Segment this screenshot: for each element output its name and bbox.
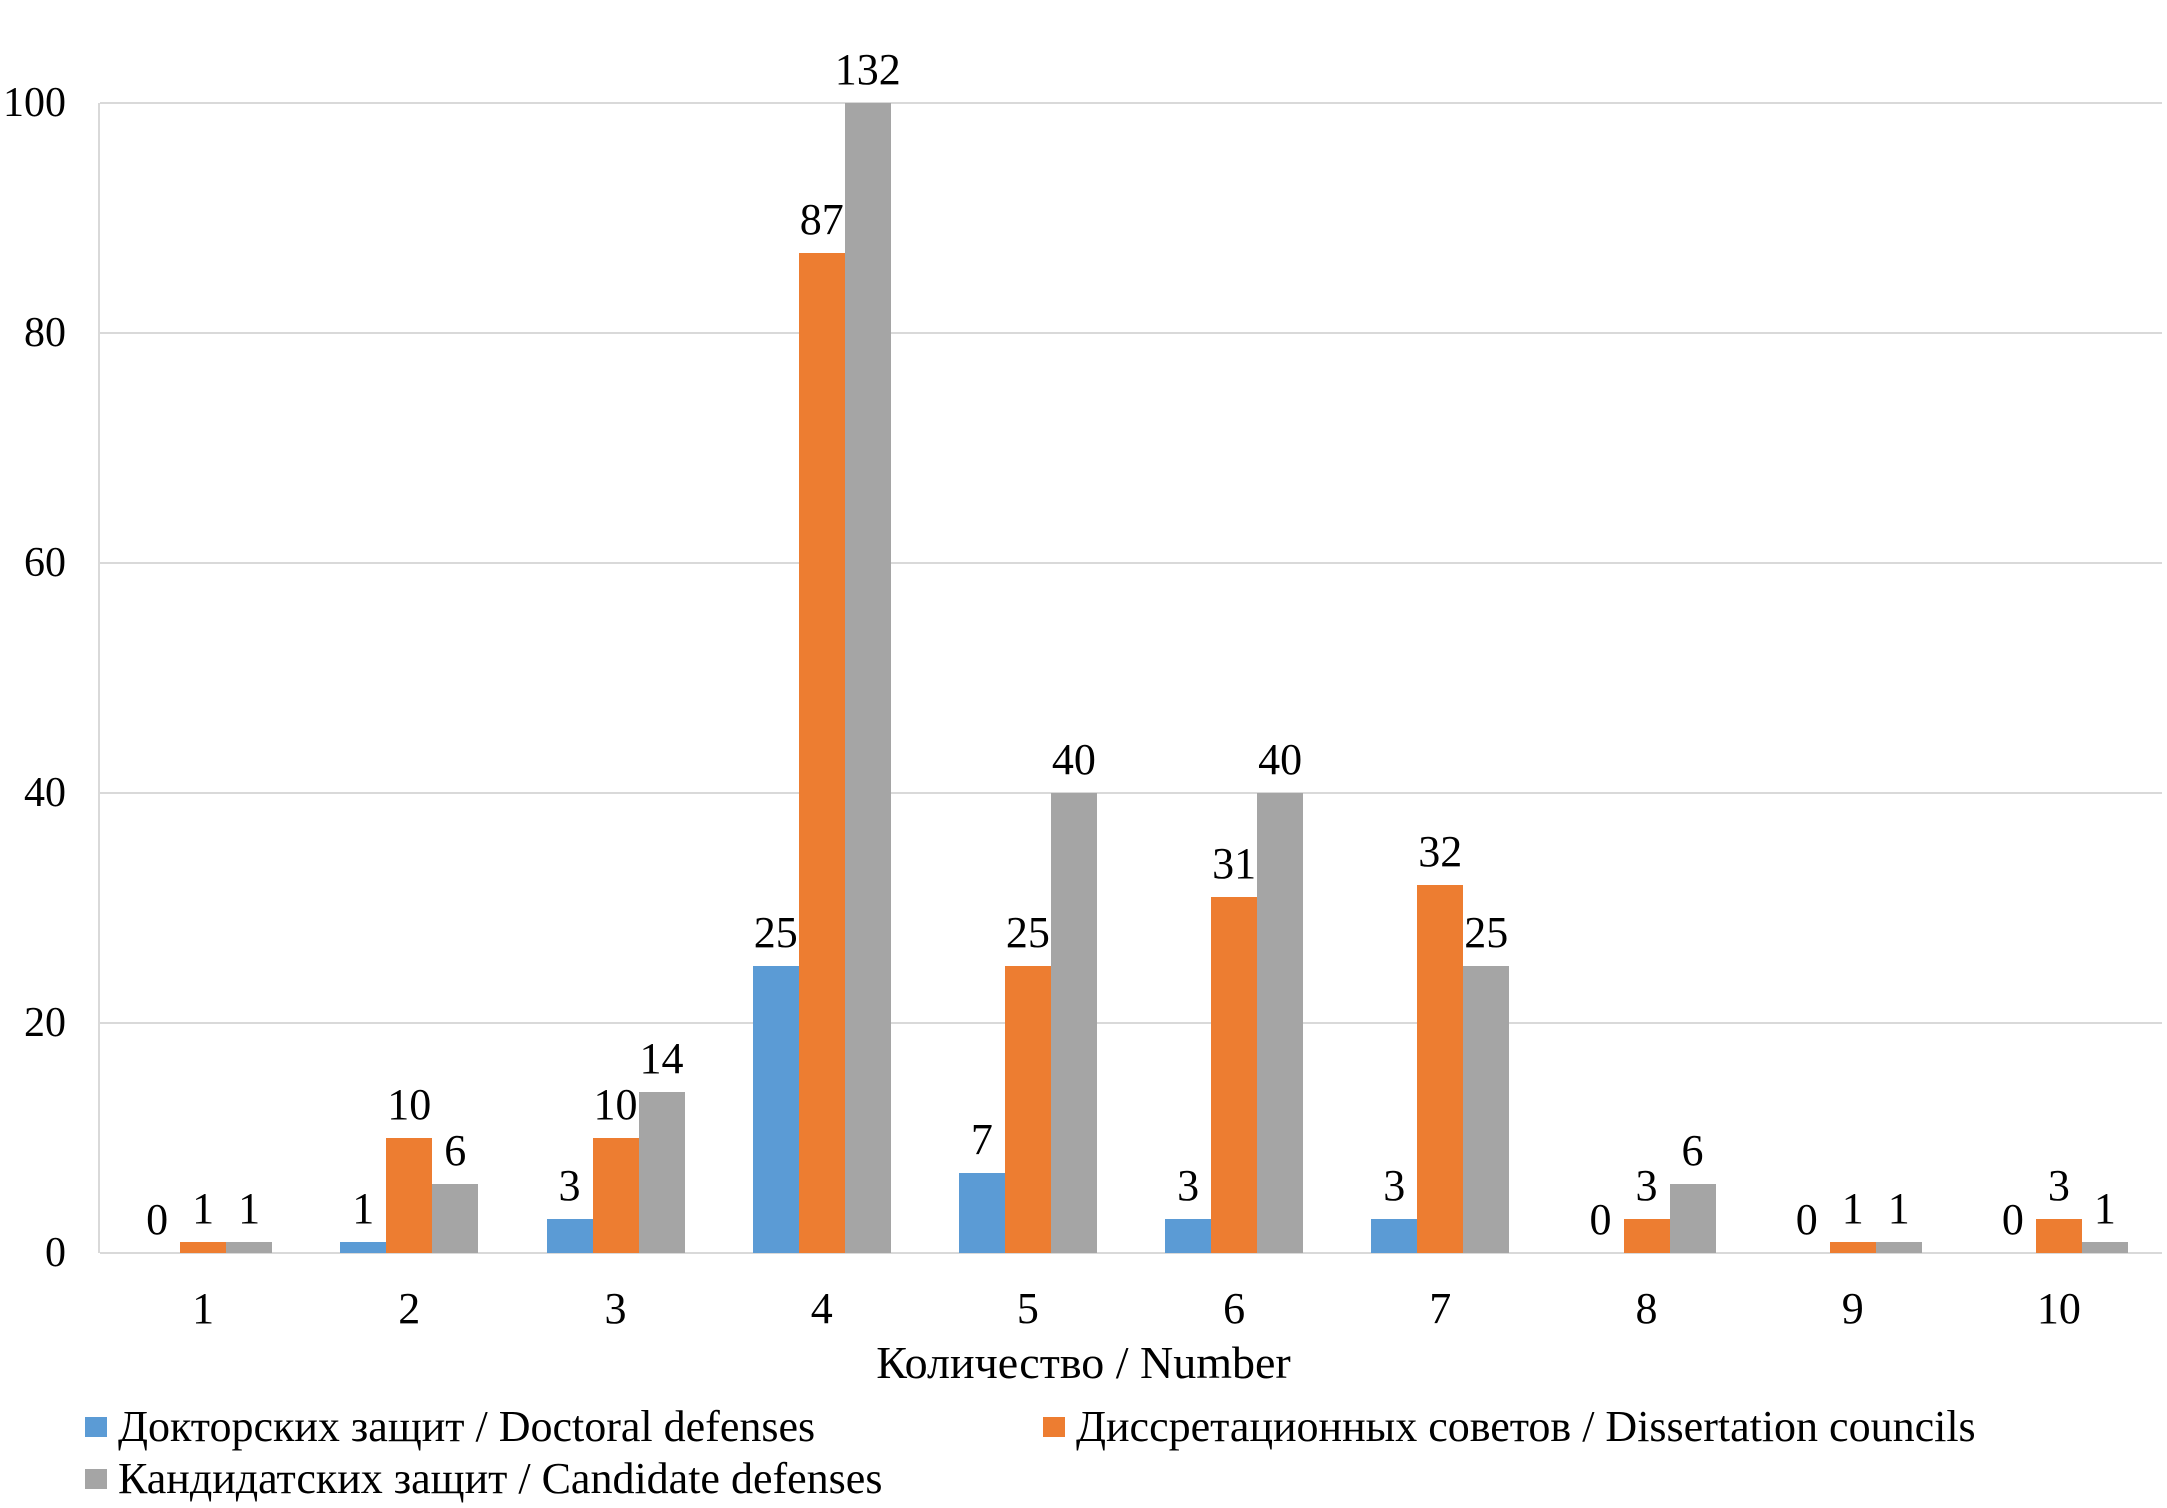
bar-series2-cat7 — [1463, 965, 1510, 1253]
bar-series0-cat7 — [1371, 1218, 1418, 1253]
bar-value-label: 25 — [1464, 907, 1509, 957]
bar-value-label: 1 — [1841, 1183, 1864, 1233]
gridline — [100, 792, 2162, 794]
legend-swatch-icon — [1043, 1417, 1065, 1437]
y-axis-tick-label: 80 — [24, 310, 66, 356]
bar-series2-cat3 — [638, 1092, 685, 1253]
bar-series2-cat4 — [844, 103, 891, 1253]
gridline — [100, 562, 2162, 564]
legend-item: Докторских защит / Doctoral defenses — [85, 1401, 815, 1453]
bar-value-label: 40 — [1258, 735, 1303, 784]
x-axis-tick-label: 3 — [604, 1284, 627, 1333]
bar-value-label: 3 — [1383, 1160, 1406, 1210]
x-axis-title: Количество / Number — [876, 1337, 1291, 1388]
x-axis-tick-label: 6 — [1223, 1284, 1246, 1333]
bar-value-label: 132 — [834, 45, 901, 94]
bar-series2-cat6 — [1257, 793, 1304, 1253]
bar-value-label: 3 — [2047, 1160, 2070, 1210]
bar-series1-cat3 — [592, 1138, 639, 1253]
bar-value-label: 25 — [1005, 907, 1050, 957]
x-axis-tick-label: 10 — [2036, 1284, 2081, 1333]
bar-value-label: 0 — [146, 1195, 169, 1244]
bar-value-label: 3 — [1177, 1160, 1200, 1210]
y-axis-tick-label: 100 — [3, 80, 66, 126]
bar-series0-cat5 — [958, 1172, 1005, 1253]
bar-series1-cat2 — [386, 1138, 433, 1253]
x-axis-tick-label: 1 — [192, 1284, 215, 1333]
bar-value-label: 10 — [593, 1080, 638, 1129]
x-axis-tick-label: 5 — [1016, 1284, 1039, 1333]
bar-series1-cat7 — [1417, 885, 1464, 1253]
bar-value-label: 10 — [387, 1080, 432, 1129]
bar-value-label: 1 — [2093, 1183, 2116, 1233]
bar-series1-cat6 — [1211, 896, 1258, 1253]
y-axis-tick-label: 20 — [24, 1000, 66, 1046]
bar-value-label: 0 — [1589, 1195, 1612, 1244]
gridline — [100, 1252, 2162, 1254]
bar-value-label: 40 — [1051, 735, 1096, 784]
x-axis-tick-label: 4 — [810, 1284, 833, 1333]
bar-value-label: 14 — [639, 1034, 684, 1083]
gridline — [100, 332, 2162, 334]
x-axis-tick-label: 8 — [1635, 1284, 1658, 1333]
x-axis-tick-label: 9 — [1841, 1284, 1864, 1333]
bar-value-label: 7 — [970, 1114, 993, 1164]
plot-area: 0 1 3 25 7 3 3 0 0 0 1 10 10 87 25 31 32 3 1 3 1 6 14 132 40 40 25… — [98, 47, 2162, 1254]
bar-value-label: 3 — [1635, 1160, 1658, 1210]
bar-value-label: 31 — [1212, 838, 1257, 888]
bar-value-label: 0 — [1795, 1195, 1818, 1244]
y-axis-tick-label: 0 — [45, 1230, 66, 1276]
x-axis-tick-label: 2 — [398, 1284, 421, 1333]
bar-series2-cat9 — [1875, 1241, 1922, 1253]
legend-item-label: Диссретационных советов / Dissertation c… — [1076, 1402, 1976, 1451]
bar-value-label: 87 — [799, 194, 844, 244]
gridline — [100, 1022, 2162, 1024]
bar-series2-cat5 — [1050, 793, 1097, 1253]
bar-series1-cat10 — [2035, 1218, 2082, 1253]
legend-swatch-icon — [85, 1469, 107, 1489]
bar-value-label: 32 — [1418, 827, 1463, 876]
bar-series1-cat9 — [1829, 1241, 1876, 1253]
bar-series1-cat4 — [798, 252, 845, 1253]
bar-value-label: 6 — [1681, 1126, 1704, 1175]
bar-value-label: 0 — [2001, 1195, 2024, 1244]
bar-series1-cat8 — [1623, 1218, 1670, 1253]
bar-series0-cat2 — [340, 1241, 387, 1253]
bar-value-label: 25 — [753, 907, 798, 957]
legend-item: Диссретационных советов / Dissertation c… — [1043, 1401, 1976, 1453]
x-axis-tick-label: 7 — [1429, 1284, 1452, 1333]
bar-value-label: 1 — [192, 1183, 215, 1233]
bar-series0-cat3 — [546, 1218, 593, 1253]
legend-item-label: Кандидатских защит / Candidate defenses — [118, 1454, 883, 1503]
bar-value-label: 1 — [352, 1183, 375, 1233]
bar-series0-cat4 — [752, 965, 799, 1253]
bar-series2-cat8 — [1669, 1184, 1716, 1253]
bar-value-label: 1 — [238, 1183, 261, 1233]
bar-series1-cat5 — [1004, 965, 1051, 1253]
y-axis-tick-label: 40 — [24, 770, 66, 816]
legend-item: Кандидатских защит / Candidate defenses — [85, 1453, 882, 1505]
bar-series2-cat1 — [226, 1241, 273, 1253]
gridline — [100, 102, 2162, 104]
bar-value-label: 6 — [444, 1126, 467, 1175]
bar-series2-cat10 — [2081, 1241, 2128, 1253]
legend-swatch-icon — [85, 1417, 107, 1437]
bar-series2-cat2 — [432, 1184, 479, 1253]
y-axis-line — [98, 103, 100, 1253]
bar-series1-cat1 — [180, 1241, 227, 1253]
bar-series0-cat6 — [1165, 1218, 1212, 1253]
bar-value-label: 3 — [558, 1160, 581, 1210]
y-axis-tick-label: 60 — [24, 540, 66, 586]
bar-value-label: 1 — [1887, 1183, 1910, 1233]
legend-item-label: Докторских защит / Doctoral defenses — [118, 1402, 816, 1451]
